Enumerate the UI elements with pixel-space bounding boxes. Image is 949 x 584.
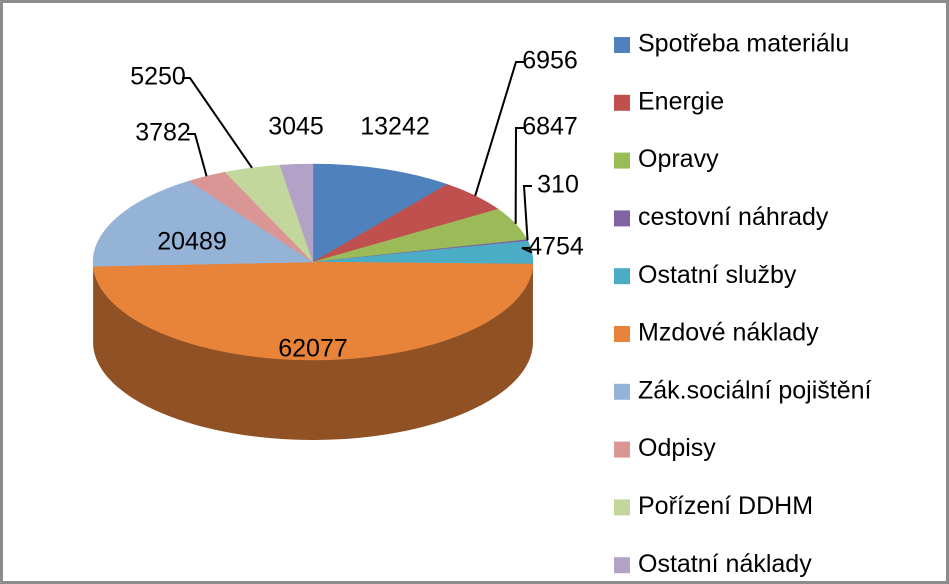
leader-line xyxy=(514,127,524,224)
slice-side xyxy=(93,264,533,440)
legend-swatch xyxy=(614,326,630,342)
slice xyxy=(312,163,448,263)
legend-swatch xyxy=(614,152,630,169)
slice xyxy=(92,180,314,267)
leader-line xyxy=(187,133,208,177)
leader-line xyxy=(522,185,532,241)
leader-line xyxy=(521,247,533,254)
legend-label: Zák.sociální pojištění xyxy=(638,376,872,404)
legend-swatch xyxy=(614,499,630,516)
legend-swatch xyxy=(614,94,630,111)
data-label: 4754 xyxy=(528,233,584,261)
legend-label: Odpisy xyxy=(638,434,716,462)
legend-label: Opravy xyxy=(638,145,719,173)
legend-swatch xyxy=(614,557,630,574)
legend-swatch xyxy=(614,210,630,227)
legend-swatch xyxy=(614,383,630,400)
data-label: 3782 xyxy=(135,119,191,147)
data-label: 310 xyxy=(537,171,579,199)
leader-line xyxy=(182,77,253,169)
data-label: 3045 xyxy=(268,113,324,141)
legend-label: Ostatní služby xyxy=(638,261,797,289)
leader-line xyxy=(474,61,524,197)
data-label: 13242 xyxy=(360,113,430,141)
data-label: 6847 xyxy=(522,113,578,141)
legend-swatch xyxy=(614,441,630,458)
legend-label: cestovní náhrady xyxy=(638,203,829,231)
legend-label: Ostatní náklady xyxy=(638,550,812,578)
data-label: 6956 xyxy=(522,47,578,75)
slice xyxy=(92,261,534,361)
legend-label: Energie xyxy=(638,87,724,115)
legend-swatch xyxy=(614,268,630,285)
legend-label: Mzdové náklady xyxy=(638,319,819,347)
data-label: 62077 xyxy=(278,335,348,363)
legend-swatch xyxy=(614,37,630,53)
data-label: 20489 xyxy=(157,228,227,256)
slice xyxy=(279,163,314,263)
data-label: 5250 xyxy=(130,63,186,91)
legend-label: Spotřeba materiálu xyxy=(638,30,849,58)
legend-label: Pořízení DDHM xyxy=(638,492,813,520)
